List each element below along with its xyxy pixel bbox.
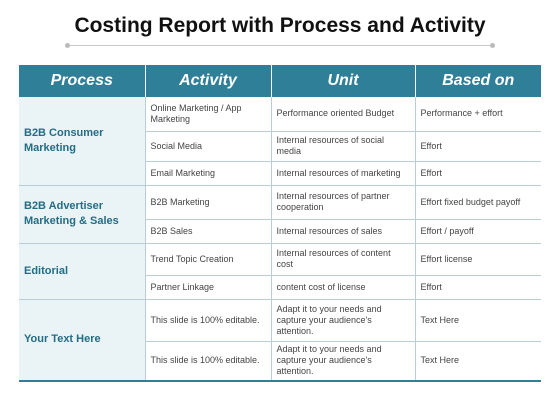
title-divider xyxy=(65,43,495,48)
header-activity: Activity xyxy=(145,65,272,97)
unit-cell: Internal resources of social media xyxy=(271,131,416,162)
based-on-cell: Text Here xyxy=(415,341,541,382)
process-cell: B2B Advertiser Marketing & Sales xyxy=(19,185,146,244)
unit-cell: Internal resources of partner cooperatio… xyxy=(271,185,416,220)
costing-table: Process Activity Unit Based on B2B Consu… xyxy=(19,65,541,382)
header-process: Process xyxy=(19,65,146,97)
table-row: Editorial Trend Topic Creation Internal … xyxy=(19,243,541,300)
activity-cell: Partner Linkage xyxy=(145,275,272,300)
activity-cell: Online Marketing / App Marketing xyxy=(145,97,272,132)
activity-cell: Social Media xyxy=(145,131,272,162)
activity-cell: B2B Sales xyxy=(145,219,272,244)
table-row: This slide is 100% editable. Adapt it to… xyxy=(19,341,541,382)
table-row: B2B Advertiser Marketing & Sales B2B Mar… xyxy=(19,185,541,244)
unit-cell: Internal resources of sales xyxy=(271,219,416,244)
process-cell: B2B Consumer Marketing xyxy=(19,97,146,186)
table-row: Your Text Here This slide is 100% editab… xyxy=(19,299,541,382)
based-on-cell: Effort xyxy=(415,161,541,186)
unit-cell: content cost of license xyxy=(271,275,416,300)
unit-cell: Internal resources of marketing xyxy=(271,161,416,186)
activity-cell: B2B Marketing xyxy=(145,185,272,220)
unit-cell: Adapt it to your needs and capture your … xyxy=(271,299,416,342)
activity-cell: This slide is 100% editable. xyxy=(145,299,272,342)
activity-cell: Email Marketing xyxy=(145,161,272,186)
process-cell: Editorial xyxy=(19,243,146,300)
header-based-on: Based on xyxy=(415,65,541,97)
based-on-cell: Effort / payoff xyxy=(415,219,541,244)
unit-cell: Internal resources of content cost xyxy=(271,243,416,276)
table-row: B2B Consumer Marketing Online Marketing … xyxy=(19,97,541,186)
based-on-cell: Effort xyxy=(415,131,541,162)
based-on-cell: Effort xyxy=(415,275,541,300)
table-row: Social Media Internal resources of socia… xyxy=(19,131,541,162)
table-header-row: Process Activity Unit Based on xyxy=(19,65,541,97)
based-on-cell: Text Here xyxy=(415,299,541,342)
table-row: B2B Sales Internal resources of sales Ef… xyxy=(19,219,541,244)
activity-cell: Trend Topic Creation xyxy=(145,243,272,276)
based-on-cell: Performance + effort xyxy=(415,97,541,132)
unit-cell: Adapt it to your needs and capture your … xyxy=(271,341,416,382)
table-row: Partner Linkage content cost of license … xyxy=(19,275,541,300)
header-unit: Unit xyxy=(271,65,416,97)
table-row: Email Marketing Internal resources of ma… xyxy=(19,161,541,186)
unit-cell: Performance oriented Budget xyxy=(271,97,416,132)
page-title: Costing Report with Process and Activity xyxy=(74,14,486,37)
process-cell: Your Text Here xyxy=(19,299,146,382)
based-on-cell: Effort license xyxy=(415,243,541,276)
based-on-cell: Effort fixed budget payoff xyxy=(415,185,541,220)
activity-cell: This slide is 100% editable. xyxy=(145,341,272,382)
